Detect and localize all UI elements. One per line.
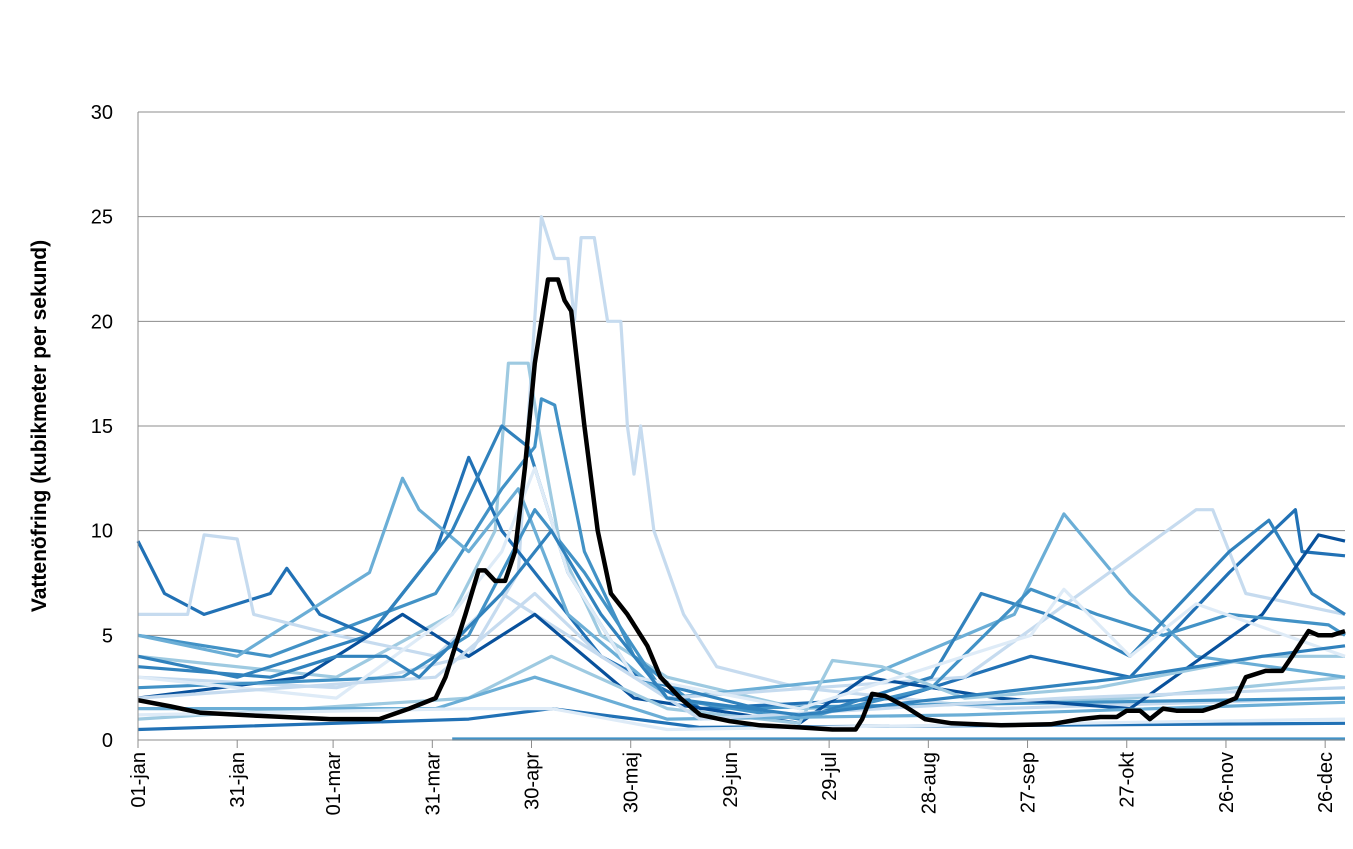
y-tick-label: 25 (91, 207, 113, 229)
x-tick-label: 27-okt (1117, 752, 1139, 808)
x-tick-label: 30-maj (621, 752, 643, 813)
x-tick-labels: 01-jan 31-jan 01-mar 31-mar 30-apr 30-maj 29-j… (128, 752, 1337, 816)
axes (137, 112, 1345, 748)
x-tick-label: 27-sep (1018, 752, 1040, 813)
series-line (137, 361, 1346, 711)
y-tick-label: 20 (91, 311, 113, 333)
x-tick-label: 01-jan (128, 752, 150, 808)
x-tick-label: 01-mar (323, 752, 345, 816)
series-line (137, 707, 1346, 732)
x-tick-label: 29-jul (819, 752, 841, 801)
series-line (137, 476, 1346, 700)
series-line-current-year (137, 277, 1346, 732)
x-tick-label: 26-nov (1216, 752, 1238, 813)
x-tick-label: 26-dec (1315, 752, 1337, 813)
y-tick-label: 30 (91, 102, 113, 124)
x-tick-label: 28-aug (918, 752, 940, 814)
series-lines (136, 215, 1346, 741)
x-tick-label: 31-jan (227, 752, 249, 808)
series-line (137, 591, 1346, 721)
x-tick-label: 30-apr (522, 752, 544, 810)
y-tick-label: 0 (102, 730, 113, 752)
y-axis-label: Vattenöfring (kubikmeter per sekund) (28, 240, 51, 612)
x-tick-label: 31-mar (422, 752, 444, 816)
x-tick-label: 29-jun (720, 752, 742, 808)
gridlines (138, 111, 1345, 636)
y-tick-label: 15 (91, 416, 113, 438)
series-line (137, 654, 1345, 725)
y-tick-label: 10 (91, 521, 113, 543)
y-tick-labels: 0 5 10 15 20 25 30 (91, 102, 113, 752)
series-line (137, 397, 1346, 711)
y-tick-label: 5 (102, 625, 113, 647)
series-line (137, 529, 1346, 717)
